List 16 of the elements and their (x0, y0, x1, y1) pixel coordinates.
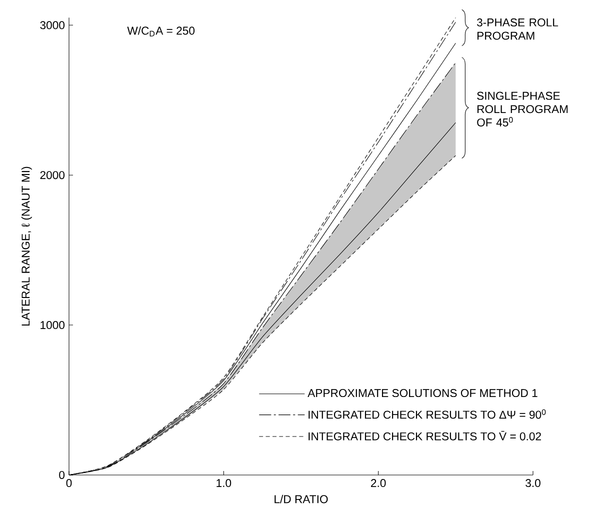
legend-label: INTEGRATED CHECK RESULTS TO ΔΨ = 90$^{0}$ (308, 409, 546, 419)
y-tick-label: 0 (59, 470, 65, 479)
y-axis-title: LATERAL RANGE, ℓ (NAUT MI) (21, 166, 32, 326)
annotation: 3-PHASE ROLL PROGRAM (477, 18, 558, 40)
legend-label: INTEGRATED CHECK RESULTS TO V̄ = 0.02 (308, 430, 541, 440)
legend-label: APPROXIMATE SOLUTIONS OF METHOD 1 (308, 389, 538, 398)
x-axis-title: L/D RATIO (274, 494, 328, 504)
y-tick-label: 1000 (40, 321, 65, 330)
x-tick-label: 0 (66, 479, 72, 488)
x-tick-label: 3.0 (526, 479, 540, 488)
y-tick-label: 3000 (40, 21, 65, 30)
annotation: W/C$_{D}$A = 250 (127, 26, 195, 36)
x-tick-label: 1.0 (216, 479, 232, 488)
annotation: SINGLE-PHASE ROLL PROGRAM OF 45$^{0}$ (477, 92, 568, 126)
x-tick-label: 2.0 (371, 479, 386, 488)
y-tick-label: 2000 (40, 171, 65, 180)
